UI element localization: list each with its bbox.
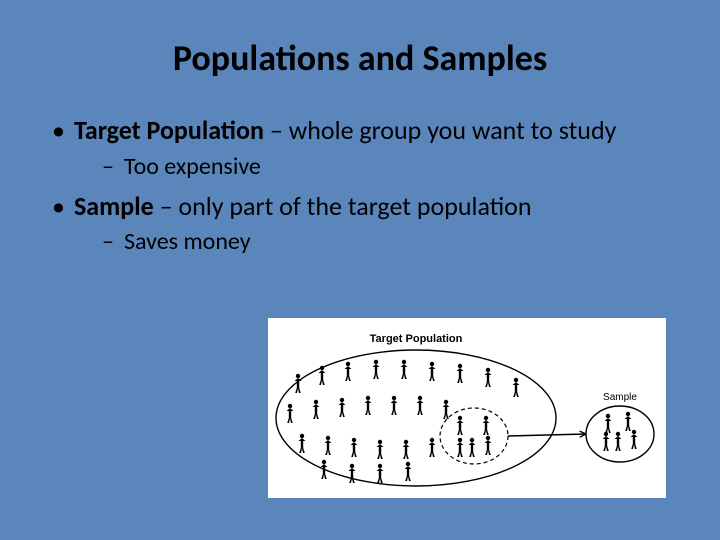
sub-list: Too expensive [74,151,672,182]
population-sample-figure: Target Population Sample [268,318,666,498]
bullet-item: Target Population – whole group you want… [48,114,672,182]
bullet-list: Target Population – whole group you want… [48,114,672,257]
sub-item: Saves money [74,226,672,257]
svg-text:Sample: Sample [603,392,637,403]
svg-text:Target Population: Target Population [370,333,463,345]
bullet-rest: – whole group you want to study [264,114,616,146]
slide-title: Populations and Samples [48,36,672,80]
sub-item: Too expensive [74,151,672,182]
bullet-term: Sample [74,190,154,222]
sub-list: Saves money [74,226,672,257]
bullet-term: Target Population [74,114,264,146]
bullet-rest: – only part of the target population [154,190,532,222]
slide: Populations and Samples Target Populatio… [0,0,720,540]
bullet-item: Sample – only part of the target populat… [48,190,672,258]
